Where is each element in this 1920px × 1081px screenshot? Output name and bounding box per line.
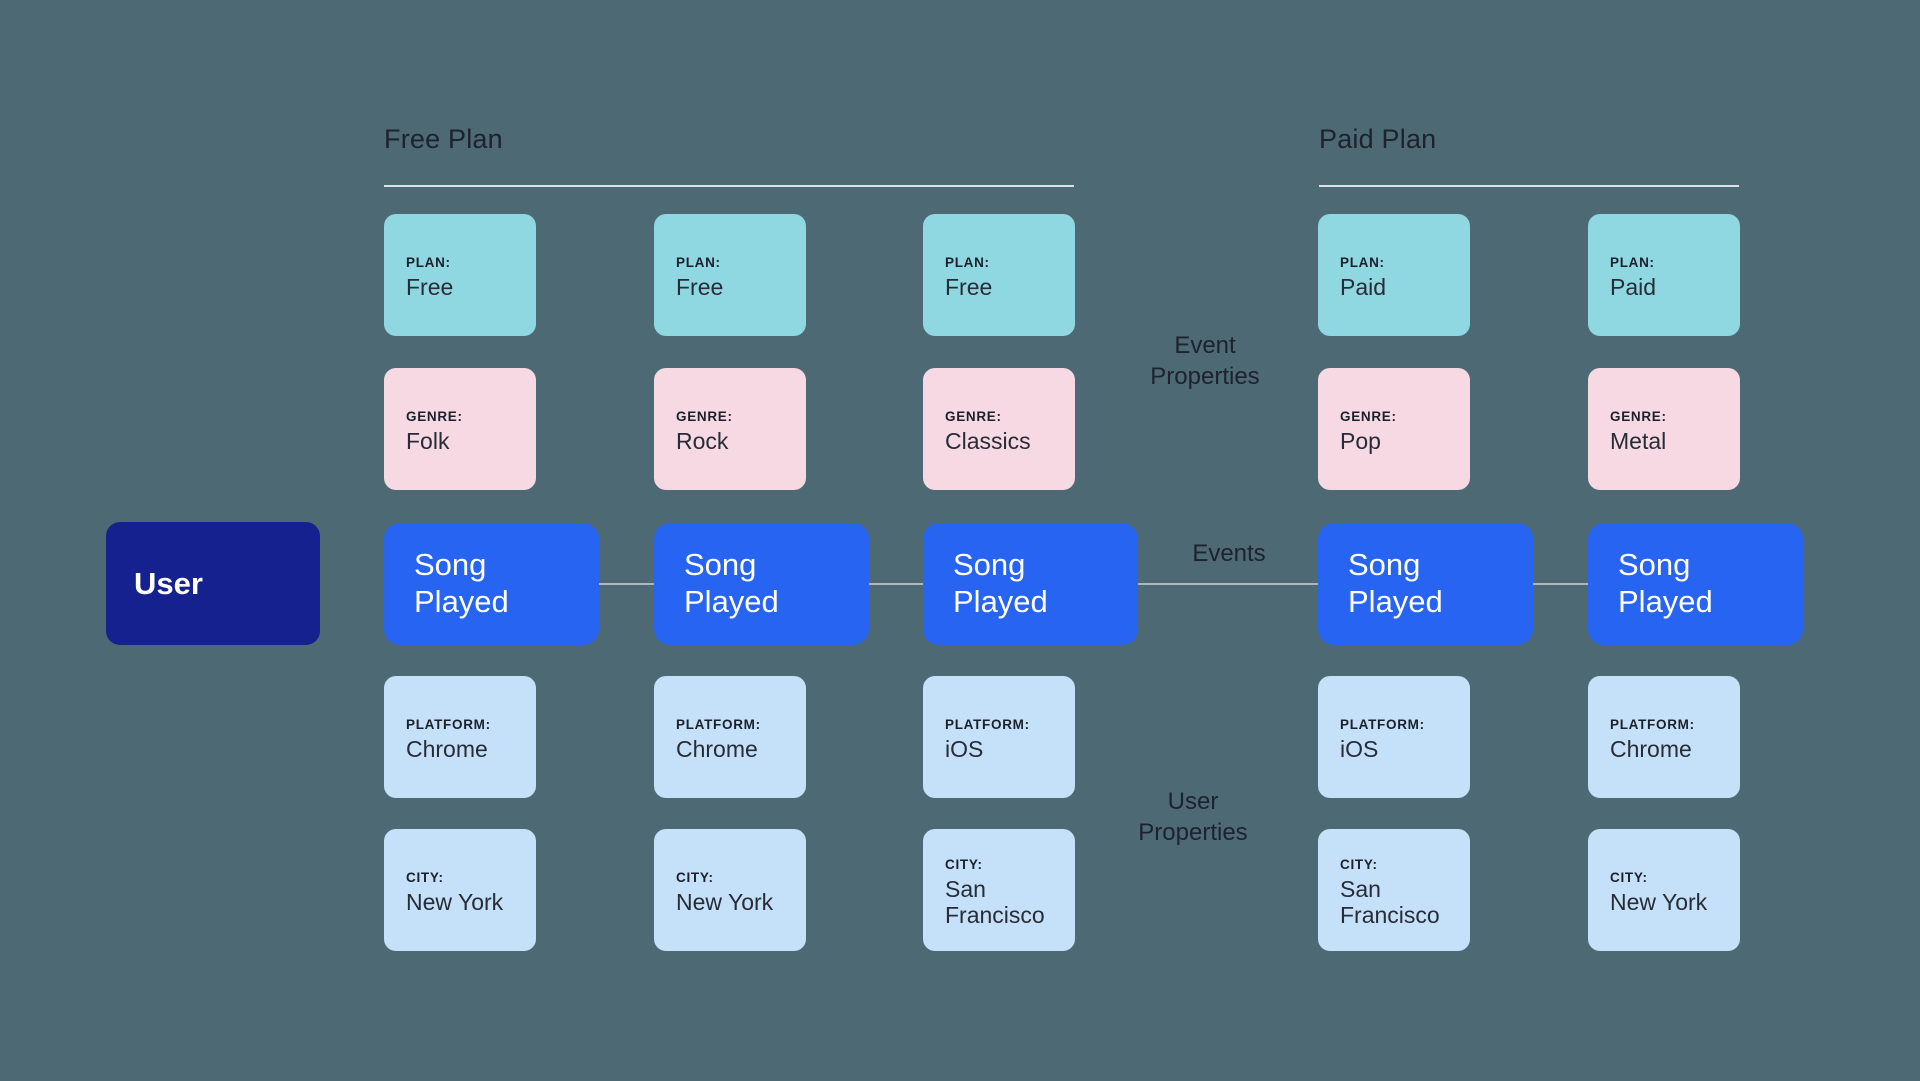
city-box: CITY: New York: [1588, 829, 1740, 951]
city-box: CITY: San Francisco: [923, 829, 1075, 951]
plan-value: Free: [406, 274, 454, 301]
city-value: New York: [676, 889, 774, 916]
platform-label: PLATFORM:: [1340, 717, 1425, 733]
plan-label: PLAN:: [1340, 255, 1385, 271]
genre-label: GENRE:: [1340, 409, 1397, 425]
genre-value: Classics: [945, 428, 1031, 455]
genre-value: Metal: [1610, 428, 1667, 455]
plan-label: PLAN:: [1610, 255, 1655, 271]
free-plan-underline: [384, 185, 1074, 187]
event-box: Song Played: [384, 523, 599, 645]
user-properties-label: User Properties: [1138, 788, 1248, 847]
connector-line: [869, 583, 923, 585]
city-label: CITY:: [1610, 870, 1648, 886]
city-label: CITY:: [676, 870, 714, 886]
plan-box: PLAN: Paid: [1588, 214, 1740, 336]
event-box: Song Played: [923, 523, 1138, 645]
platform-box: PLATFORM: Chrome: [654, 676, 806, 798]
plan-label: PLAN:: [676, 255, 721, 271]
plan-box: PLAN: Free: [923, 214, 1075, 336]
city-value: New York: [1610, 889, 1708, 916]
paid-plan-title: Paid Plan: [1319, 124, 1437, 154]
genre-label: GENRE:: [676, 409, 733, 425]
genre-box: GENRE: Rock: [654, 368, 806, 490]
platform-label: PLATFORM:: [945, 717, 1030, 733]
city-value: New York: [406, 889, 504, 916]
platform-label: PLATFORM:: [1610, 717, 1695, 733]
plan-box: PLAN: Free: [384, 214, 536, 336]
event-box: Song Played: [1318, 523, 1533, 645]
city-label: CITY:: [1340, 857, 1378, 873]
platform-value: Chrome: [406, 736, 488, 763]
plan-label: PLAN:: [406, 255, 451, 271]
genre-box: GENRE: Classics: [923, 368, 1075, 490]
plan-value: Paid: [1610, 274, 1657, 301]
user-entity-box: User: [106, 522, 320, 645]
genre-box: GENRE: Pop: [1318, 368, 1470, 490]
platform-box: PLATFORM: iOS: [1318, 676, 1470, 798]
platform-label: PLATFORM:: [676, 717, 761, 733]
genre-value: Folk: [406, 428, 450, 455]
platform-box: PLATFORM: iOS: [923, 676, 1075, 798]
city-label: CITY:: [406, 870, 444, 886]
free-plan-title: Free Plan: [384, 124, 503, 154]
genre-box: GENRE: Metal: [1588, 368, 1740, 490]
city-box: CITY: San Francisco: [1318, 829, 1470, 951]
connector-line: [599, 583, 654, 585]
plan-box: PLAN: Free: [654, 214, 806, 336]
platform-value: Chrome: [676, 736, 758, 763]
genre-box: GENRE: Folk: [384, 368, 536, 490]
genre-value: Pop: [1340, 428, 1381, 455]
event-box: Song Played: [1588, 523, 1803, 645]
event-box: Song Played: [654, 523, 869, 645]
events-label: Events: [1192, 540, 1266, 567]
city-value: San Francisco: [945, 876, 1045, 928]
city-label: CITY:: [945, 857, 983, 873]
platform-value: Chrome: [1610, 736, 1692, 763]
plan-box: PLAN: Paid: [1318, 214, 1470, 336]
city-value: San Francisco: [1340, 876, 1440, 928]
platform-value: iOS: [1340, 736, 1379, 763]
platform-value: iOS: [945, 736, 984, 763]
plan-value: Free: [676, 274, 724, 301]
plan-value: Paid: [1340, 274, 1387, 301]
genre-value: Rock: [676, 428, 729, 455]
connector-line: [1533, 583, 1588, 585]
genre-label: GENRE:: [1610, 409, 1667, 425]
plan-label: PLAN:: [945, 255, 990, 271]
genre-label: GENRE:: [406, 409, 463, 425]
city-box: CITY: New York: [654, 829, 806, 951]
city-box: CITY: New York: [384, 829, 536, 951]
platform-box: PLATFORM: Chrome: [1588, 676, 1740, 798]
paid-plan-underline: [1319, 185, 1739, 187]
genre-label: GENRE:: [945, 409, 1002, 425]
plan-value: Free: [945, 274, 993, 301]
platform-box: PLATFORM: Chrome: [384, 676, 536, 798]
event-properties-label: Event Properties: [1150, 332, 1260, 391]
platform-label: PLATFORM:: [406, 717, 491, 733]
connector-line: [1138, 583, 1318, 585]
